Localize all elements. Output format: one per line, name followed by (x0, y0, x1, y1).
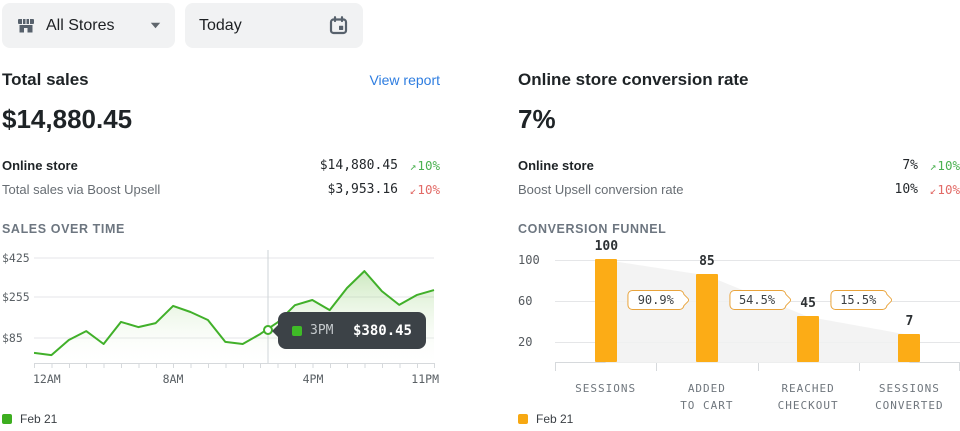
metric-delta: ↙10% (929, 181, 960, 197)
hover-marker (263, 325, 273, 335)
category-label: SESSIONS (575, 382, 637, 395)
sales-over-time-chart: $425 $255 $85 12AM 8AM 4PM 11PM 3PM (2, 250, 440, 386)
conversion-rate-panel: Online store conversion rate 7% Online s… (518, 70, 960, 426)
sales-line-plot[interactable] (34, 250, 435, 368)
x-axis-label: 8AM (162, 372, 184, 386)
store-selector-label: All Stores (46, 16, 115, 34)
total-sales-value: $14,880.45 (2, 104, 133, 134)
store-selector-button[interactable]: All Stores (2, 3, 175, 48)
funnel-category-labels: SESSIONS ADDED TO CART REACHED CHECKOUT SE… (555, 380, 960, 414)
conversion-funnel-title: CONVERSION FUNNEL (518, 222, 667, 236)
drop-rate-badge: 54.5% (728, 290, 787, 310)
y-axis-label: $85 (2, 331, 23, 345)
metric-value: $3,953.16 (327, 181, 398, 197)
conversion-metrics: Online store 7% ↗10% Boost Upsell conver… (518, 154, 960, 200)
metric-label: Boost Upsell conversion rate (518, 181, 684, 197)
metric-label: Online store (518, 157, 594, 173)
bar-value-label: 85 (699, 254, 715, 270)
topbar: All Stores Today (2, 3, 363, 48)
conversion-title: Online store conversion rate (518, 70, 749, 89)
bar-value-label: 45 (800, 295, 816, 311)
bar-value-label: 7 (905, 314, 914, 329)
axis-tick (555, 363, 556, 371)
y-axis-label: $425 (2, 251, 30, 265)
x-axis-label: 11PM (411, 372, 439, 386)
sales-legend: Feb 21 (2, 412, 440, 426)
legend-label: Feb 21 (536, 412, 574, 426)
trend-down-icon: ↙ (409, 183, 417, 197)
trend-up-icon: ↗ (409, 159, 417, 173)
drop-rate-badge: 90.9% (627, 290, 685, 310)
total-sales-title: Total sales (2, 70, 89, 89)
funnel-area (605, 260, 910, 363)
category-label: REACHED CHECKOUT (777, 382, 839, 412)
conversion-funnel-chart: 100 60 20 100 85 45 7 (518, 239, 960, 412)
conversion-value: 7% (518, 104, 556, 134)
sales-over-time-title: SALES OVER TIME (2, 222, 125, 236)
date-selector-label: Today (199, 16, 242, 34)
trend-down-icon: ↙ (929, 183, 937, 197)
bar (898, 334, 921, 362)
view-report-link[interactable]: View report (369, 72, 440, 88)
tooltip-time: 3PM (310, 323, 334, 338)
chart-tooltip: 3PM $380.45 (278, 312, 426, 349)
metric-row-boost-upsell: Total sales via Boost Upsell $3,953.16 ↙… (2, 178, 440, 200)
y-axis-label: 60 (518, 294, 533, 308)
metric-row-online-store-rate: Online store 7% ↗10% (518, 154, 960, 176)
metric-value: 7% (902, 157, 918, 173)
axis-tick (656, 363, 658, 371)
bar-value-label: 100 (594, 239, 619, 254)
conversion-header: Online store conversion rate (518, 70, 960, 92)
x-axis-label: 4PM (302, 372, 324, 386)
drop-rate-badge: 15.5% (830, 290, 888, 310)
metric-delta: ↗10% (409, 157, 440, 173)
trend-up-icon: ↗ (929, 159, 937, 173)
axis-tick (858, 363, 860, 371)
y-axis-label: 20 (518, 335, 533, 349)
axis-tick (757, 363, 759, 371)
metric-value: 10% (894, 181, 918, 197)
category-label: SESSIONS CONVERTED (875, 382, 944, 412)
total-sales-header: Total sales View report (2, 70, 440, 92)
y-axis-label: 100 (518, 253, 540, 267)
funnel-legend: Feb 21 (518, 412, 960, 426)
total-sales-panel: Total sales View report $14,880.45 Onlin… (2, 70, 440, 426)
storefront-icon (16, 16, 36, 36)
metric-delta: ↗10% (929, 157, 960, 173)
date-selector-button[interactable]: Today (185, 3, 363, 48)
metric-row-boost-upsell-rate: Boost Upsell conversion rate 10% ↙10% (518, 178, 960, 200)
metric-label: Total sales via Boost Upsell (2, 181, 161, 197)
chevron-down-icon (150, 22, 161, 29)
gridline (555, 260, 960, 261)
x-axis (34, 363, 435, 368)
total-sales-metrics: Online store $14,880.45 ↗10% Total sales… (2, 154, 440, 200)
calendar-icon (328, 15, 349, 36)
legend-swatch-icon (2, 414, 12, 424)
sales-line (34, 270, 435, 357)
metric-row-online-store: Online store $14,880.45 ↗10% (2, 154, 440, 176)
metric-label: Online store (2, 157, 78, 173)
series-swatch-icon (292, 325, 302, 336)
y-axis-label: $255 (2, 290, 30, 304)
category-label: ADDED TO CART (680, 382, 734, 412)
legend-label: Feb 21 (20, 412, 58, 426)
x-axis-label: 12AM (33, 372, 61, 386)
bar (594, 259, 617, 362)
funnel-plot: 100 85 45 7 90.9% 54.5% 15.5% (555, 239, 960, 371)
legend-swatch-icon (518, 414, 528, 424)
bar (695, 274, 718, 362)
metric-value: $14,880.45 (319, 157, 398, 173)
tooltip-value: $380.45 (352, 322, 412, 339)
metric-delta: ↙10% (409, 181, 440, 197)
bar (797, 315, 820, 362)
